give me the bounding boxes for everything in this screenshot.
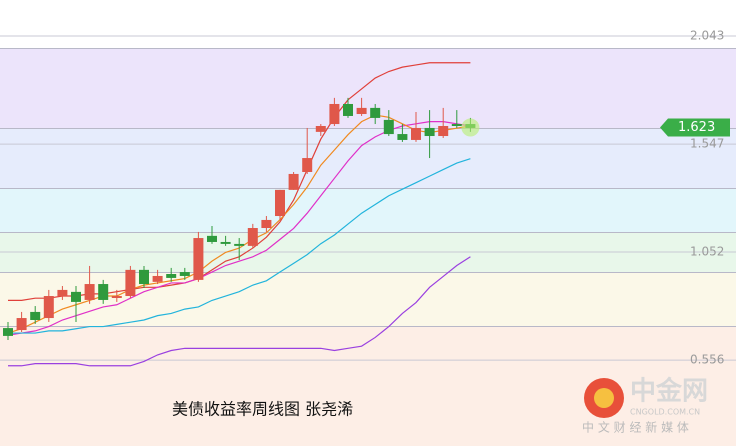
candle-body [424,127,435,137]
candle-body [71,291,81,302]
watermark-name: 中金网 [630,376,708,407]
candle-body [3,328,13,336]
candle-body [43,296,54,319]
candle-body [84,284,95,300]
watermark: 中金网 CNGOLD.COM.CN 中 文 财 经 新 媒 体 [582,376,708,435]
candle-body [247,228,258,246]
candle-body [234,243,245,246]
watermark-site: CNGOLD.COM.CN [630,408,700,417]
y-tick-label: 1.547 [690,137,724,151]
plot: 2.043 1.547 1.052 0.556 1.623 [0,28,736,367]
watermark-slogan: 中 文 财 经 新 媒 体 [582,420,689,435]
candle-body [98,284,109,300]
candle-body [315,125,326,132]
candle-body [139,269,149,285]
candle-body [16,318,27,331]
candle-body [125,269,136,297]
candle-body [383,119,394,135]
candle-body [220,241,231,244]
candle-body [370,107,381,118]
price-tag [660,118,730,137]
y-tick-label: 0.556 [690,353,724,367]
candle-body [288,173,299,190]
bands [0,48,736,446]
candle-body [179,272,190,276]
candle-body [438,125,449,137]
last-glow [461,118,480,137]
indicator-line [8,256,471,367]
y-tick-label: 2.043 [690,28,724,42]
candle-body [411,127,421,140]
candle-body [261,219,272,229]
candle-body [451,124,462,126]
candle-body [111,296,122,298]
caption: 美债收益率周线图 张尧浠 [172,400,353,419]
candle-body [343,103,353,116]
candle-body [275,189,285,217]
candle-body [57,289,68,297]
indicator-line [8,158,471,334]
candle-body [329,103,340,125]
candle-body [356,107,367,115]
candle-body [397,134,408,140]
candle-body [193,238,204,280]
y-tick-label: 1.052 [690,244,724,258]
candle-body [166,274,177,278]
candle-body [207,235,217,242]
price-tag-label: 1.623 [678,120,715,135]
candle-body [152,275,163,282]
candle-body [302,158,313,172]
candle-body [30,311,41,321]
